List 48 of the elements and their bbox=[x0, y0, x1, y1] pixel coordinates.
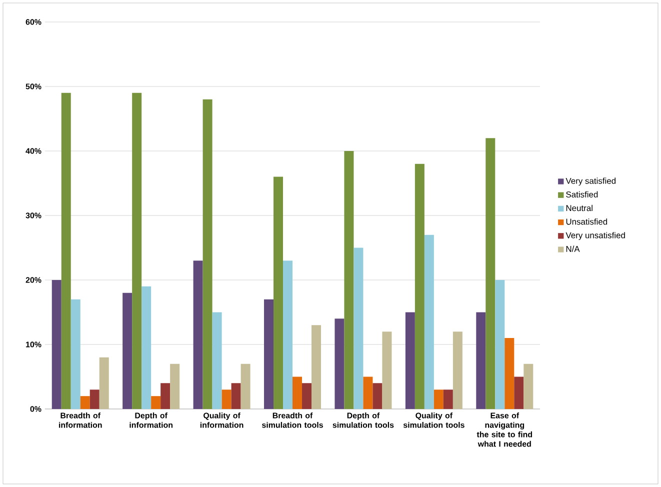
bar bbox=[142, 286, 152, 409]
bar bbox=[495, 280, 505, 409]
bar bbox=[170, 364, 180, 409]
bar bbox=[264, 299, 274, 409]
bar bbox=[363, 376, 373, 409]
bar bbox=[414, 164, 424, 409]
bar bbox=[486, 138, 496, 409]
legend-label: Very satisfied bbox=[566, 178, 616, 186]
bar bbox=[52, 280, 62, 409]
bar bbox=[212, 312, 222, 409]
bar bbox=[70, 299, 80, 409]
bar bbox=[434, 390, 444, 409]
bar bbox=[312, 325, 322, 409]
bar bbox=[222, 390, 232, 409]
bar bbox=[302, 383, 312, 409]
legend-label: Unsatisfied bbox=[566, 218, 608, 225]
bar bbox=[524, 364, 534, 409]
bar bbox=[202, 99, 212, 409]
bar bbox=[274, 176, 284, 409]
bar bbox=[61, 92, 71, 409]
bar bbox=[240, 364, 250, 409]
bar bbox=[424, 234, 434, 409]
bar bbox=[80, 396, 90, 409]
legend-label: Very unsatisfied bbox=[566, 232, 625, 240]
bar bbox=[151, 396, 161, 409]
bar bbox=[160, 383, 170, 409]
bar bbox=[122, 292, 132, 409]
bar bbox=[231, 383, 241, 409]
bar bbox=[405, 312, 415, 409]
legend-label: N/A bbox=[566, 246, 580, 252]
bar bbox=[334, 318, 344, 409]
bar bbox=[132, 92, 142, 409]
bar bbox=[504, 338, 514, 409]
legend-label: Neutral bbox=[566, 204, 592, 212]
bar bbox=[372, 383, 382, 409]
bar bbox=[292, 376, 302, 409]
bar bbox=[514, 376, 524, 409]
bar bbox=[452, 332, 462, 409]
legend-label: Satisfied bbox=[566, 191, 598, 198]
bar bbox=[283, 260, 293, 409]
bar bbox=[344, 150, 354, 409]
bar bbox=[476, 312, 486, 409]
bar bbox=[193, 260, 203, 409]
bar bbox=[99, 357, 109, 409]
bar bbox=[382, 332, 392, 409]
bar bbox=[443, 390, 453, 409]
bar bbox=[354, 248, 364, 409]
bar bbox=[90, 390, 100, 409]
